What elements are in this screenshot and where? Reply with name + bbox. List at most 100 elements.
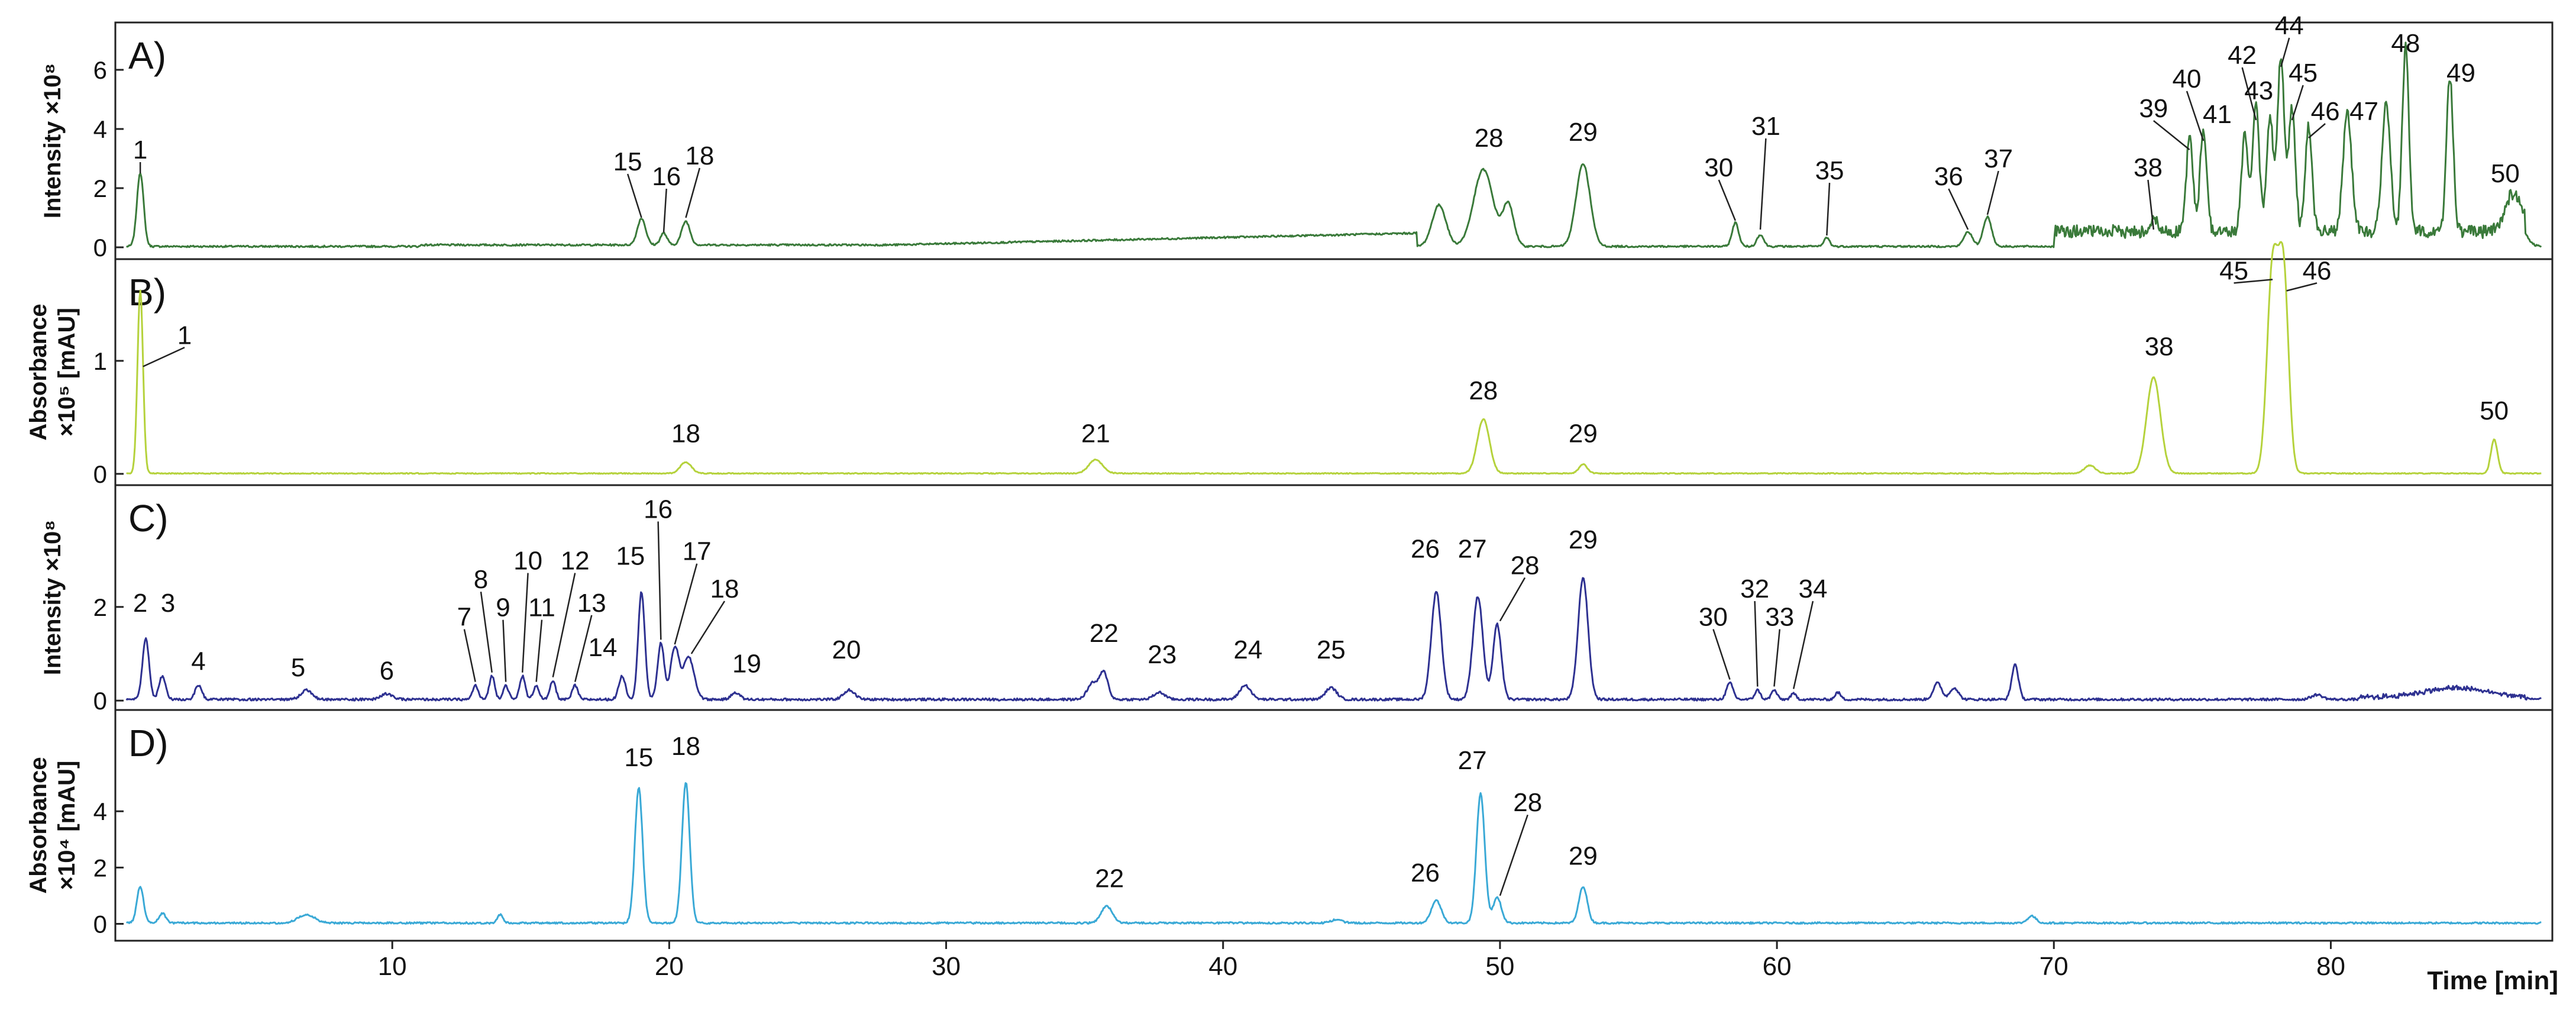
- peak-leader-line: [1773, 629, 1781, 687]
- peak-leader-line: [2153, 120, 2190, 150]
- peak-label: 8: [474, 565, 488, 594]
- peak-label: 31: [1751, 112, 1780, 141]
- peak-label: 30: [1704, 153, 1733, 182]
- peak-leader-line: [2280, 37, 2290, 67]
- x-tick-label: 20: [655, 952, 684, 981]
- peak-label: 7: [457, 603, 471, 632]
- peak-label: 48: [2391, 29, 2420, 58]
- trace-line: [126, 241, 2542, 475]
- peak-leader-line: [1712, 629, 1731, 680]
- peak-label: 36: [1934, 162, 1963, 191]
- peak-label: 29: [1569, 419, 1598, 448]
- panel-letter: A): [128, 34, 166, 77]
- peak-label: 10: [513, 547, 542, 576]
- peak-label: 41: [2203, 100, 2232, 129]
- trace-line: [126, 41, 2542, 248]
- peak-label: 14: [589, 633, 618, 662]
- peak-label: 13: [577, 589, 606, 618]
- peak-leader-line: [502, 619, 507, 682]
- peak-label: 5: [291, 653, 305, 682]
- peak-label: 1: [177, 321, 192, 350]
- peak-label: 47: [2349, 97, 2378, 126]
- peak-leader-line: [2286, 282, 2318, 292]
- panel-letter: C): [128, 497, 169, 540]
- x-tick-label: 40: [1208, 952, 1237, 981]
- peak-label: 12: [561, 547, 590, 576]
- peak-label: 28: [1469, 376, 1498, 405]
- peak-label: 28: [1475, 124, 1504, 153]
- y-tick-label: 0: [93, 687, 107, 715]
- peak-label: 18: [685, 141, 714, 170]
- peak-leader-line: [552, 573, 576, 677]
- peak-leader-line: [1948, 188, 1969, 230]
- peak-label: 46: [2303, 256, 2332, 285]
- peak-label: 28: [1513, 788, 1542, 817]
- x-axis-label: Time [min]: [2427, 966, 2558, 995]
- peak-label: 45: [2219, 256, 2248, 285]
- peak-label: 16: [652, 162, 681, 191]
- peak-leader-line: [690, 601, 726, 654]
- peak-leader-line: [480, 591, 493, 673]
- peak-label: 29: [1569, 842, 1598, 871]
- y-tick-label: 4: [93, 798, 107, 825]
- panel-frame: [114, 484, 2554, 711]
- peak-leader-line: [1754, 601, 1759, 687]
- y-axis-label: Absorbance ×10⁴ [mAU]: [25, 757, 80, 893]
- peak-leader-line: [2234, 279, 2273, 284]
- peak-label: 34: [1798, 574, 1827, 603]
- trace-line: [125, 577, 2542, 702]
- time-axis: 10 20 30 40 50 60 70 80: [378, 941, 2345, 981]
- trace-line: [125, 782, 2542, 925]
- panel-frame: [114, 258, 2554, 486]
- y-tick-label: 1: [93, 347, 107, 375]
- peak-label: 6: [380, 657, 394, 686]
- panel-frame: [114, 21, 2554, 260]
- peak-label: 15: [624, 743, 653, 772]
- peak-leader-line: [662, 188, 667, 233]
- peak-leader-line: [2308, 123, 2326, 138]
- peak-label: 50: [2491, 159, 2520, 188]
- panel-frame: [114, 709, 2554, 942]
- peak-label: 43: [2244, 76, 2273, 105]
- peak-label: 9: [496, 593, 510, 622]
- x-tick-label: 30: [932, 952, 961, 981]
- peak-label: 32: [1740, 574, 1769, 603]
- y-tick-label: 2: [93, 593, 107, 621]
- peak-label: 15: [613, 147, 642, 176]
- peak-label: 22: [1090, 619, 1119, 648]
- x-tick-label: 70: [2040, 952, 2068, 981]
- peak-label: 33: [1765, 603, 1794, 632]
- peak-label: 15: [616, 542, 645, 571]
- peak-label: 3: [161, 589, 175, 618]
- peak-leader-line: [674, 563, 698, 645]
- peak-leader-line: [626, 173, 642, 218]
- peak-leader-line: [1792, 601, 1814, 689]
- peak-label: 18: [671, 732, 700, 761]
- y-tick-label: 4: [93, 115, 107, 143]
- peak-leader-line: [1718, 179, 1737, 221]
- peak-label: 39: [2139, 94, 2168, 123]
- peak-label: 2: [133, 589, 147, 618]
- peak-leader-line: [574, 615, 593, 682]
- peak-label: 25: [1317, 635, 1346, 664]
- y-tick-label: 2: [93, 854, 107, 882]
- peak-leader-line: [2186, 91, 2205, 141]
- peak-label: 37: [1984, 144, 2013, 173]
- peak-label: 42: [2228, 41, 2257, 70]
- peak-label: 28: [1511, 551, 1540, 580]
- panel-b: B) 0 1 Absorbance ×10⁵ [mAU] 1 18 21 28 29 38 45 46 5…: [25, 241, 2554, 488]
- peak-label: 44: [2275, 11, 2304, 40]
- peak-label: 26: [1411, 858, 1440, 887]
- peak-label: 24: [1233, 635, 1262, 664]
- y-tick-label: 2: [93, 175, 107, 202]
- y-tick-label: 0: [93, 460, 107, 488]
- peak-label: 19: [732, 650, 761, 679]
- peak-label: 11: [528, 593, 555, 622]
- peak-leader-line: [521, 573, 529, 673]
- peak-leader-line: [535, 619, 543, 682]
- y-axis-label: Intensity ×10⁸: [40, 63, 66, 218]
- peak-label: 26: [1411, 535, 1440, 564]
- x-tick-label: 60: [1763, 952, 1792, 981]
